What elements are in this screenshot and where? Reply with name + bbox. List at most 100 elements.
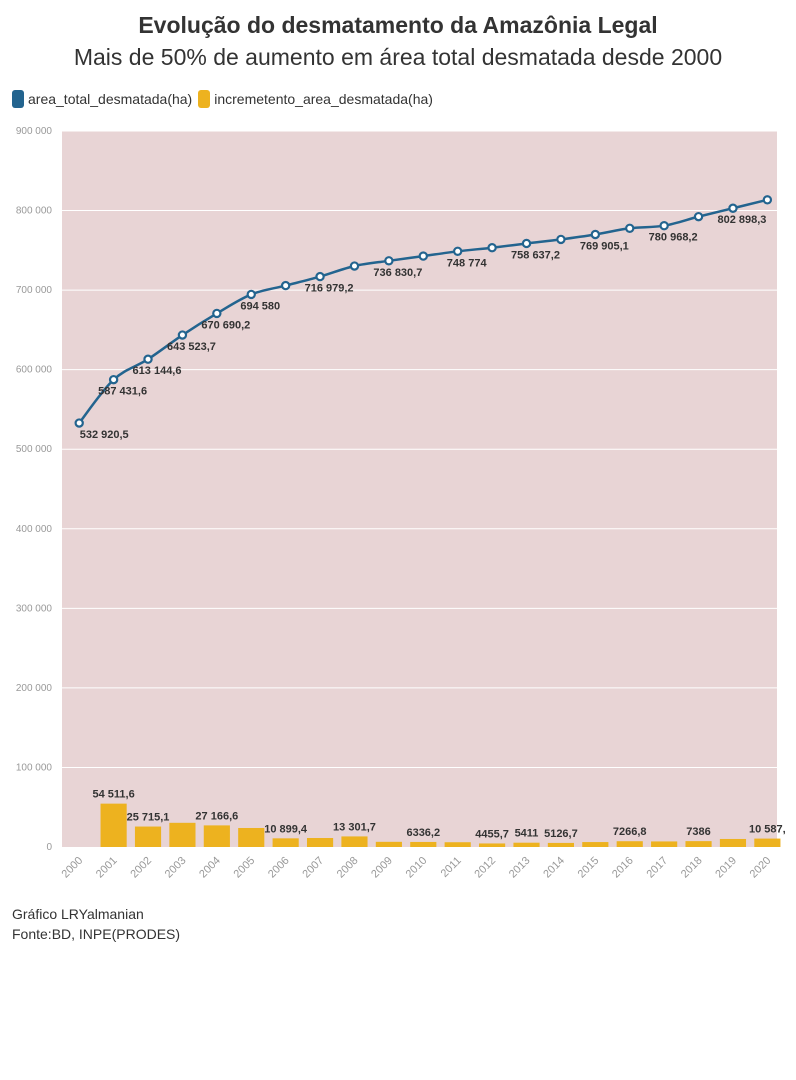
- line-point-label: 758 637,2: [511, 249, 560, 261]
- y-tick-label: 100 000: [16, 762, 53, 773]
- line-point: [74, 418, 84, 428]
- line-point: [452, 246, 463, 257]
- bar-label: 4455,7: [475, 828, 509, 840]
- x-tick-label: 2001: [94, 855, 120, 881]
- x-tick-label: 2002: [128, 855, 154, 881]
- bar: [100, 803, 127, 847]
- line-point-label: 748 774: [447, 257, 488, 269]
- line-point: [625, 223, 635, 233]
- line-point-label: 532 920,5: [80, 429, 129, 441]
- line-point: [728, 203, 738, 213]
- bar: [616, 841, 643, 847]
- legend-label-area-total: area_total_desmatada(ha): [28, 91, 193, 107]
- x-tick-label: 2008: [335, 855, 361, 881]
- x-tick-label: 2005: [232, 855, 258, 881]
- bar: [134, 826, 162, 847]
- line-point-label: 769 905,1: [580, 240, 629, 252]
- line-point: [693, 211, 704, 222]
- x-tick-label: 2016: [610, 855, 636, 881]
- y-tick-label: 900 000: [16, 126, 53, 137]
- y-tick-label: 500 000: [16, 444, 53, 455]
- line-point: [212, 308, 222, 319]
- y-tick-label: 700 000: [16, 285, 53, 296]
- x-tick-label: 2006: [266, 855, 292, 881]
- y-tick-label: 300 000: [16, 603, 53, 614]
- bar-label: 7266,8: [613, 826, 647, 838]
- line-point: [521, 238, 532, 249]
- line-point: [487, 243, 497, 253]
- x-tick-label: 2017: [644, 855, 670, 881]
- bar: [410, 841, 437, 847]
- legend-swatch-area-total: [12, 90, 24, 108]
- bar-label: 54 511,6: [93, 789, 135, 801]
- bar-label: 5126,7: [544, 828, 578, 840]
- x-tick-label: 2007: [300, 855, 326, 881]
- line-point: [280, 280, 291, 291]
- x-tick-label: 2015: [576, 855, 602, 881]
- line-point-label: 670 690,2: [201, 319, 250, 331]
- x-tick-label: 2012: [472, 855, 498, 881]
- chart-svg: 0 100 000 200 000 300 000 400 000 500 000 600 …: [16, 126, 786, 881]
- bar-label: 10 587,: [749, 824, 786, 836]
- x-tick-label: 2011: [439, 855, 464, 880]
- chart-legend: area_total_desmatada(ha) incremetento_ar…: [12, 90, 439, 108]
- x-tick-label: 2019: [713, 855, 739, 881]
- x-tick-label: 2003: [163, 855, 189, 881]
- bar-label: 6336,2: [406, 827, 440, 839]
- x-tick-label: 2010: [404, 855, 430, 881]
- x-tick-label: 2018: [679, 855, 705, 881]
- line-point-label: 613 144,6: [133, 365, 182, 377]
- line-point-label: 780 968,2: [649, 232, 698, 244]
- bar-label: 10 899,4: [264, 823, 308, 835]
- bar: [375, 841, 402, 847]
- bar: [306, 838, 334, 847]
- x-tick-label: 2009: [369, 855, 395, 881]
- chart-footer: Gráfico LRYalmanian Fonte:BD, INPE(PRODE…: [12, 904, 180, 944]
- line-point: [108, 374, 119, 385]
- bar: [547, 842, 574, 847]
- bar-label: 7386: [686, 826, 710, 838]
- line-point-label: 716 979,2: [305, 283, 354, 295]
- bar: [272, 838, 299, 847]
- y-tick-label: 200 000: [16, 683, 53, 694]
- bar-label: 13 301,7: [333, 821, 376, 833]
- plot-background: [62, 131, 777, 847]
- chart-title: Evolução do desmatamento da Amazônia Leg…: [138, 12, 658, 38]
- line-point: [762, 195, 773, 205]
- line-point: [556, 234, 566, 245]
- x-tick-label: 2013: [507, 855, 533, 881]
- y-tick-label: 600 000: [16, 365, 53, 376]
- bar: [685, 841, 712, 847]
- line-point-label: 694 580: [240, 300, 280, 312]
- x-tick-label: 2004: [197, 855, 223, 881]
- line-point-label: 587 431,6: [98, 386, 147, 398]
- line-point: [177, 330, 188, 340]
- y-tick-label: 800 000: [16, 206, 53, 217]
- bar: [238, 827, 265, 847]
- bar: [444, 842, 471, 847]
- bar-label: 25 715,1: [127, 812, 170, 824]
- line-point: [143, 354, 153, 364]
- y-tick-label: 0: [46, 842, 52, 853]
- x-tick-label: 2020: [748, 855, 774, 881]
- line-point-label: 802 898,3: [717, 214, 766, 226]
- footer-credit: Gráfico LRYalmanian: [12, 906, 144, 922]
- bar: [341, 836, 368, 847]
- line-point: [659, 220, 669, 231]
- line-point: [418, 251, 428, 261]
- bar-label: 27 166,6: [195, 810, 238, 822]
- bar: [203, 825, 230, 847]
- x-tick-label: 2000: [60, 855, 86, 881]
- legend-label-incremento: incremetento_area_desmatada(ha): [214, 91, 433, 107]
- bar: [169, 822, 196, 847]
- legend-item-incremento[interactable]: incremetento_area_desmatada(ha): [198, 90, 433, 108]
- chart-subtitle: Mais de 50% de aumento em área total des…: [73, 44, 723, 70]
- legend-item-area-total[interactable]: area_total_desmatada(ha): [12, 90, 192, 108]
- y-tick-label: 400 000: [16, 524, 53, 535]
- legend-swatch-incremento: [198, 90, 211, 108]
- bar: [719, 838, 747, 847]
- bar: [754, 838, 781, 847]
- footer-source: Fonte:BD, INPE(PRODES): [12, 926, 181, 942]
- bar: [582, 842, 609, 847]
- line-point: [384, 256, 394, 266]
